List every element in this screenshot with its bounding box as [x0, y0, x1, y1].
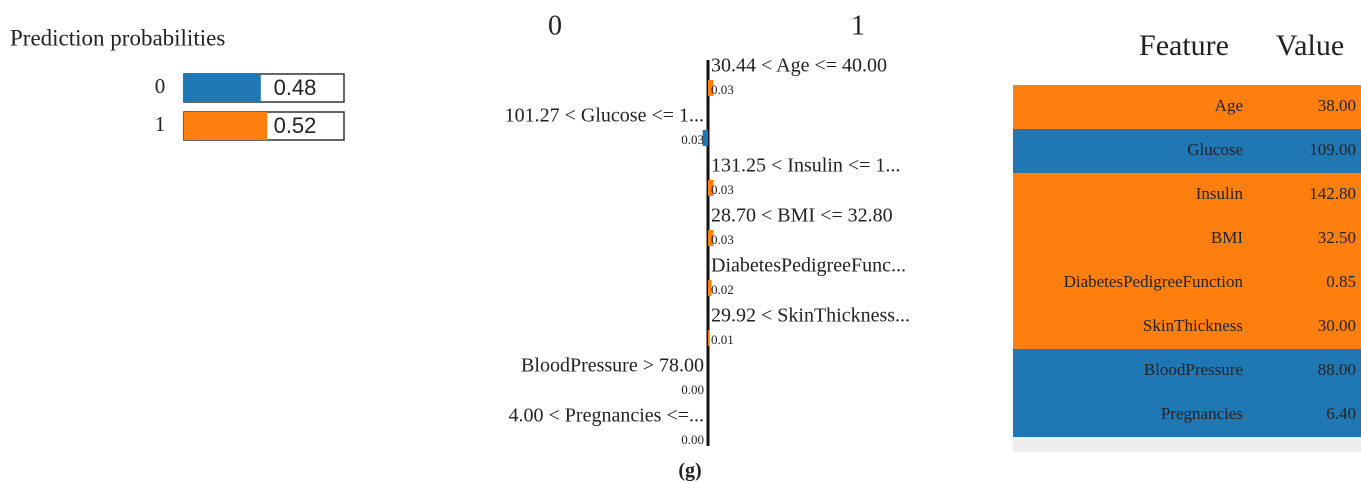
weight-bar — [708, 230, 714, 246]
feature-cell: Insulin — [1196, 184, 1244, 203]
feature-cell: BloodPressure — [1144, 360, 1243, 379]
feature-label: DiabetesPedigreeFunc... — [711, 255, 906, 277]
weight-label: 0.03 — [711, 182, 734, 197]
value-cell: 0.85 — [1326, 272, 1356, 291]
probability-bar — [184, 112, 268, 140]
feature-cell: SkinThickness — [1143, 316, 1243, 335]
probability-label: 0.48 — [274, 75, 317, 100]
caption: (g) — [678, 460, 701, 482]
value-cell: 30.00 — [1318, 316, 1356, 335]
feature-cell: Age — [1215, 96, 1243, 115]
table-scrollbar — [1013, 437, 1361, 452]
weight-bar — [708, 330, 710, 346]
feature-label: 30.44 < Age <= 40.00 — [711, 55, 887, 77]
feature-label: 101.27 < Glucose <= 1... — [505, 105, 704, 127]
table-header: Value — [1276, 29, 1344, 62]
probability-label: 0.52 — [274, 113, 317, 138]
weight-bar — [708, 280, 712, 296]
table-row — [1013, 393, 1361, 437]
probabilities-title: Prediction probabilities — [10, 25, 225, 50]
weight-label: 0.02 — [711, 282, 734, 297]
value-cell: 109.00 — [1309, 140, 1356, 159]
probability-bar — [184, 74, 261, 102]
weight-bar — [708, 180, 714, 196]
feature-label: 4.00 < Pregnancies <=... — [509, 405, 704, 427]
table-row — [1013, 173, 1361, 217]
feature-label: 29.92 < SkinThickness... — [711, 305, 910, 327]
value-cell: 88.00 — [1318, 360, 1356, 379]
weight-label: 0.01 — [711, 332, 734, 347]
feature-cell: DiabetesPedigreeFunction — [1064, 272, 1244, 291]
table-header: Feature — [1139, 29, 1229, 62]
weight-label: 0.03 — [711, 82, 734, 97]
weight-label: 0.00 — [681, 432, 704, 447]
table-row — [1013, 217, 1361, 261]
value-cell: 142.80 — [1309, 184, 1356, 203]
feature-cell: Glucose — [1187, 140, 1243, 159]
class-header: 1 — [851, 10, 865, 41]
weight-bar — [708, 80, 714, 96]
feature-label: BloodPressure > 78.00 — [521, 355, 704, 377]
class-header: 0 — [548, 10, 562, 41]
feature-label: 28.70 < BMI <= 32.80 — [711, 205, 893, 227]
table-row — [1013, 85, 1361, 129]
class-label: 1 — [155, 112, 166, 136]
table-row — [1013, 349, 1361, 393]
weight-label: 0.00 — [681, 382, 704, 397]
weight-bar — [702, 130, 708, 146]
value-cell: 6.40 — [1326, 404, 1356, 423]
weight-label: 0.03 — [681, 132, 704, 147]
feature-cell: BMI — [1211, 228, 1243, 247]
table-row — [1013, 261, 1361, 305]
weight-label: 0.03 — [711, 232, 734, 247]
table-row — [1013, 129, 1361, 173]
table-row — [1013, 305, 1361, 349]
value-cell: 38.00 — [1318, 96, 1356, 115]
class-label: 0 — [155, 74, 166, 98]
value-cell: 32.50 — [1318, 228, 1356, 247]
feature-label: 131.25 < Insulin <= 1... — [711, 155, 900, 177]
feature-cell: Pregnancies — [1161, 404, 1243, 423]
